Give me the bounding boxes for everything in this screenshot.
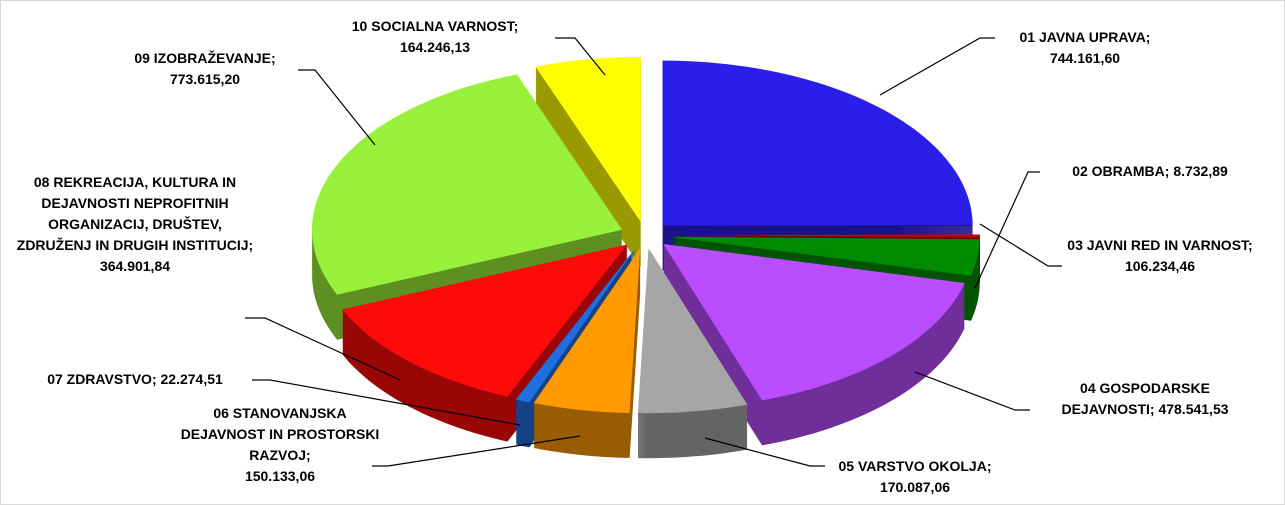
value-label: 150.133,06 [244,468,316,484]
data-label: 09 IZOBRAŽEVANJE; 773.615,20 [95,48,315,90]
slice [342,244,628,397]
category-label: 03 JAVNI RED IN VARNOST; [1067,237,1253,253]
leader-line [979,223,1062,267]
value-label: 106.234,46 [1124,258,1196,274]
leader-lines [245,37,1062,467]
slice [638,248,748,414]
data-label: 07 ZDRAVSTVO; 22.274,51 [15,369,255,390]
slice [662,60,973,226]
slice [533,248,641,413]
value-label: 364.901,84 [99,258,171,274]
value-label: 478.541,53 [1158,401,1229,417]
value-label: 744.161,60 [1049,50,1121,66]
category-label: 06 STANOVANJSKA DEJAVNOST IN PROSTORSKI … [180,405,380,463]
slice [535,56,641,222]
value-label: 22.274,51 [160,371,223,387]
data-label: 08 REKREACIJA, KULTURA IN DEJAVNOSTI NEP… [10,172,260,277]
data-label: 04 GOSPODARSKE DEJAVNOSTI; 478.541,53 [1035,378,1255,420]
data-label: 02 OBRAMBA; 8.732,89 [1035,161,1265,182]
leader-line [704,437,825,467]
value-label: 164.246,13 [399,39,471,55]
leader-line [555,37,606,76]
slice [312,74,623,295]
leader-line [252,379,521,426]
value-label: 170.087,06 [879,479,951,495]
slice [663,244,965,401]
category-label: 04 GOSPODARSKE DEJAVNOSTI; [1061,380,1210,417]
slice [669,236,980,276]
data-label: 10 SOCIALNA VARNOST; 164.246,13 [315,16,555,58]
data-label: 01 JAVNA UPRAVA; 744.161,60 [985,27,1185,69]
data-label: 05 VARSTVO OKOLJA; 170.087,06 [805,456,1025,498]
category-label: 02 OBRAMBA; [1072,163,1170,179]
data-label: 06 STANOVANJSKA DEJAVNOST IN PROSTORSKI … [180,403,380,487]
leader-line [298,69,376,146]
category-label: 08 REKREACIJA, KULTURA IN DEJAVNOSTI NEP… [16,174,254,253]
data-label: 03 JAVNI RED IN VARNOST; 106.234,46 [1060,235,1260,277]
value-label: 773.615,20 [169,71,241,87]
category-label: 05 VARSTVO OKOLJA; [838,458,992,474]
leader-line [372,435,581,467]
category-label: 07 ZDRAVSTVO; [47,371,157,387]
value-label: 8.732,89 [1173,163,1228,179]
leader-line [914,371,1030,411]
category-label: 09 IZOBRAŽEVANJE; [134,50,276,66]
slice [670,234,980,238]
leader-line [974,171,1040,289]
leader-line [245,317,401,381]
category-label: 10 SOCIALNA VARNOST; [351,18,519,34]
leader-line [879,37,995,96]
category-label: 01 JAVNA UPRAVA; [1019,29,1151,45]
pie [312,56,980,459]
slice [515,247,636,403]
